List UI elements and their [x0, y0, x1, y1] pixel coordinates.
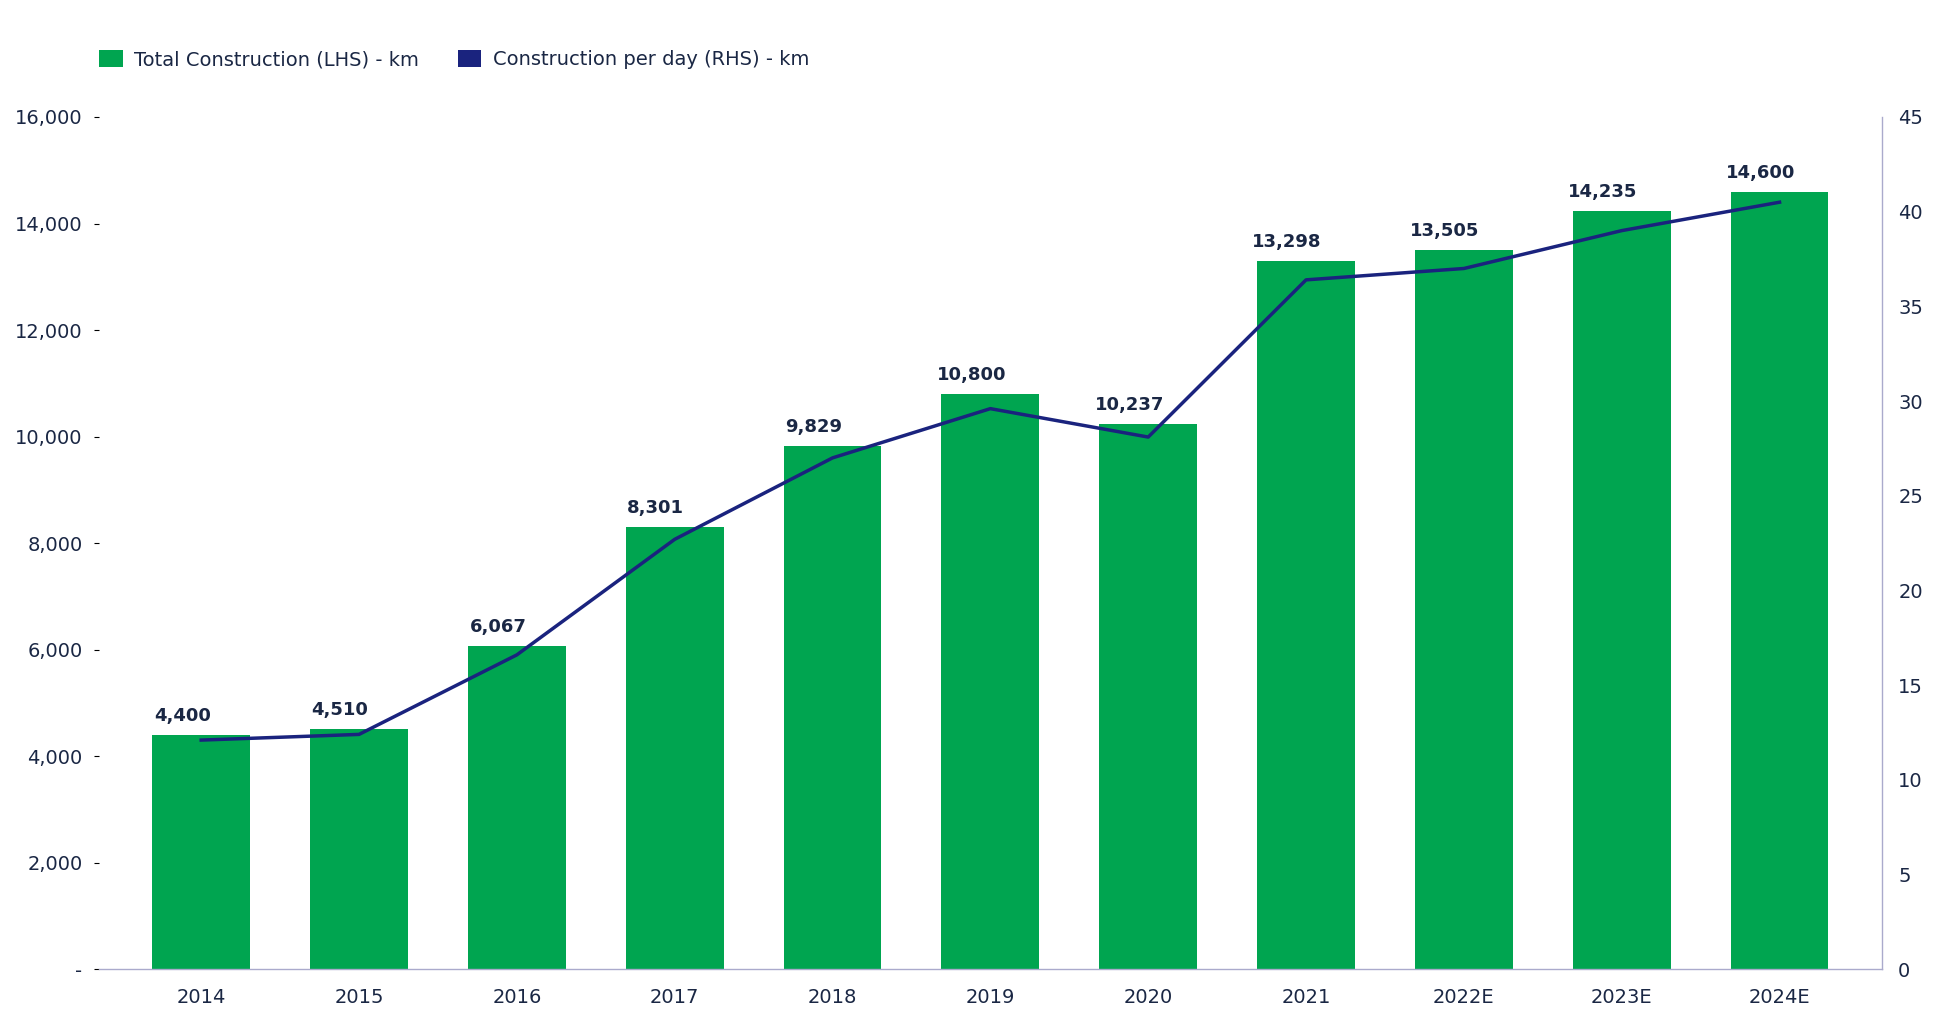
Text: 13,298: 13,298: [1252, 233, 1322, 251]
Construction per day (RHS) - km: [506, 649, 529, 661]
Bar: [1258, 261, 1355, 969]
Construction per day (RHS) - km: [979, 403, 1002, 415]
Bar: [942, 393, 1039, 969]
Bar: [1731, 191, 1828, 969]
Bar: [783, 446, 882, 969]
Construction per day (RHS) - km: [1610, 225, 1634, 237]
Text: 8,301: 8,301: [628, 500, 684, 517]
Text: 6,067: 6,067: [469, 618, 527, 637]
Legend: Total Construction (LHS) - km, Construction per day (RHS) - km: Total Construction (LHS) - km, Construct…: [99, 50, 810, 69]
Line: Construction per day (RHS) - km: Construction per day (RHS) - km: [202, 202, 1779, 740]
Text: 14,235: 14,235: [1568, 183, 1638, 201]
Bar: [626, 527, 723, 969]
Construction per day (RHS) - km: [1295, 274, 1318, 286]
Bar: [153, 735, 250, 969]
Construction per day (RHS) - km: [663, 533, 686, 546]
Bar: [1099, 424, 1198, 969]
Text: 10,237: 10,237: [1095, 397, 1165, 414]
Text: 14,600: 14,600: [1727, 164, 1795, 182]
Text: 9,829: 9,829: [785, 418, 843, 436]
Construction per day (RHS) - km: [1136, 431, 1159, 444]
Construction per day (RHS) - km: [347, 729, 370, 741]
Bar: [1415, 250, 1514, 969]
Bar: [310, 729, 409, 969]
Construction per day (RHS) - km: [1767, 196, 1791, 208]
Bar: [1574, 211, 1671, 969]
Text: 4,510: 4,510: [312, 701, 368, 719]
Construction per day (RHS) - km: [1452, 263, 1475, 275]
Text: 10,800: 10,800: [936, 366, 1006, 384]
Construction per day (RHS) - km: [822, 452, 845, 464]
Text: 4,400: 4,400: [153, 707, 211, 726]
Construction per day (RHS) - km: [190, 734, 213, 746]
Text: 13,505: 13,505: [1411, 223, 1479, 240]
Bar: [467, 646, 566, 969]
